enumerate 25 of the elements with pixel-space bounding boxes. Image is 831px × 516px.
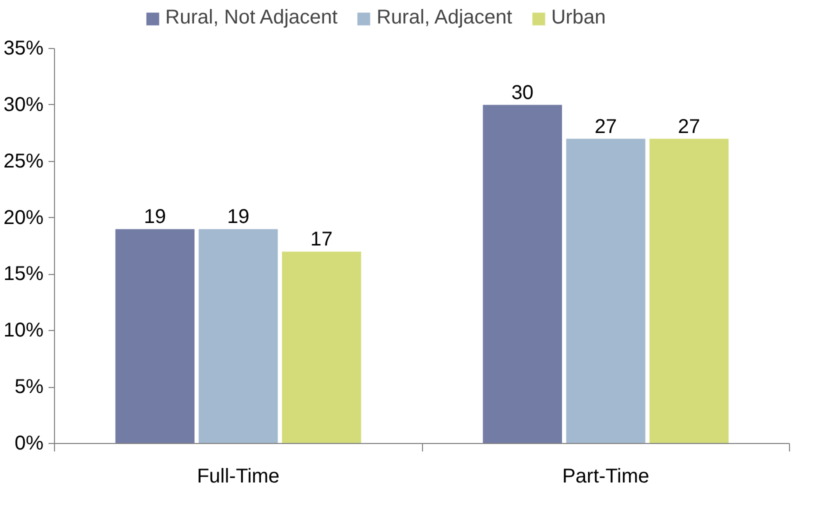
legend-label: Urban [551,6,606,30]
bar [282,252,362,444]
y-tick-label: 25% [3,150,44,172]
x-tick-label: Part-Time [562,466,650,488]
data-label: 27 [594,116,617,138]
data-label: 19 [144,206,166,228]
data-label: 17 [310,228,333,251]
y-tick-label: 30% [3,94,44,116]
bar [482,104,562,444]
y-tick-label: 35% [3,38,44,60]
data-label: 19 [227,206,250,228]
legend-label: Rural, Not Adjacent [165,6,338,30]
y-tick-label: 15% [3,263,44,286]
legend-label: Rural, Adjacent [376,6,512,30]
bar [649,138,729,444]
data-label: 27 [678,116,700,138]
y-tick-label: 0% [14,432,44,454]
bar [198,229,278,444]
y-tick-label: 20% [3,206,44,229]
y-tick-label: 5% [14,376,44,398]
data-label: 30 [511,82,534,104]
bar [115,229,195,444]
y-tick-label: 10% [3,320,44,342]
x-tick-label: Full-Time [196,466,280,488]
bar [566,138,646,444]
